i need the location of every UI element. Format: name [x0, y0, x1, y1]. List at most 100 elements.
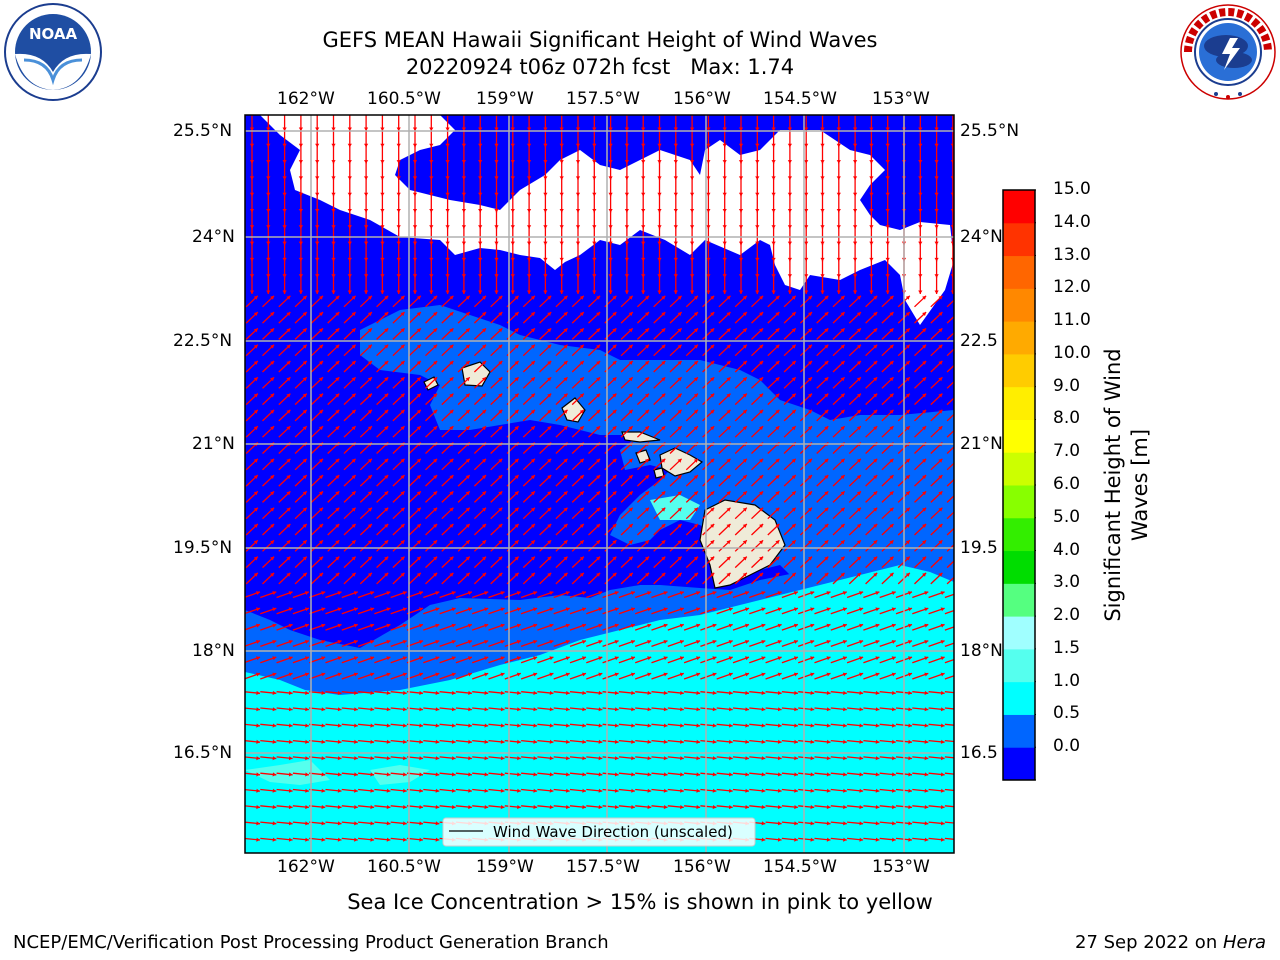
wave-direction-arrowhead	[256, 607, 260, 612]
wave-direction-arrowhead	[321, 672, 326, 677]
wave-direction-arrowhead	[889, 491, 894, 496]
wave-direction-arrowhead	[530, 328, 535, 333]
wave-direction-arrowhead	[319, 524, 323, 528]
wave-direction-arrowhead	[517, 739, 521, 744]
wave-direction-arrowhead	[843, 772, 847, 777]
wave-direction-arrowhead	[794, 756, 798, 761]
wave-direction-arrowhead	[433, 426, 438, 431]
wave-direction-arrow	[946, 299, 954, 308]
wave-direction-arrowhead	[875, 690, 880, 695]
wave-direction-arrowhead	[918, 143, 923, 148]
wave-direction-arrowhead	[288, 690, 293, 695]
wave-direction-arrowhead	[321, 623, 326, 628]
wave-direction-arrowhead	[335, 475, 340, 479]
wave-direction-arrowhead	[804, 241, 809, 246]
wave-direction-arrowhead	[726, 458, 731, 463]
wave-direction-arrowhead	[738, 225, 744, 229]
wave-direction-arrowhead	[663, 707, 668, 712]
wave-direction-arrowhead	[843, 707, 847, 712]
wave-direction-arrowhead	[726, 491, 731, 496]
wave-direction-arrowhead	[759, 312, 764, 316]
wave-direction-arrowhead	[337, 656, 342, 661]
colorbar-tick-label: 13.0	[1053, 244, 1091, 265]
wave-direction-arrowhead	[726, 361, 731, 365]
wave-direction-arrowhead	[465, 312, 470, 316]
wave-direction-arrowhead	[745, 656, 749, 661]
wave-direction-arrowhead	[777, 756, 782, 761]
wave-direction-arrowhead	[445, 274, 450, 278]
wave-direction-arrow	[944, 739, 954, 743]
wave-direction-arrowhead	[396, 274, 401, 278]
island-oahu	[561, 397, 586, 423]
wave-direction-arrowhead	[924, 805, 929, 810]
wave-direction-arrowhead	[693, 507, 698, 512]
wave-direction-arrowhead	[380, 176, 385, 180]
wave-direction-arrowhead	[549, 772, 554, 777]
wave-direction-arrowhead	[940, 821, 945, 826]
wave-direction-arrowhead	[856, 361, 861, 365]
wave-direction-arrowhead	[612, 524, 617, 528]
wave-direction-arrowhead	[804, 160, 809, 164]
wave-direction-arrowhead	[924, 837, 929, 842]
wave-direction-arrowhead	[419, 591, 423, 595]
wave-direction-arrowhead	[793, 656, 798, 661]
wave-direction-arrowhead	[321, 805, 326, 810]
wave-direction-arrowhead	[517, 805, 521, 810]
wave-direction-arrowhead	[347, 143, 352, 148]
colorbar-tick-label: 8.0	[1053, 408, 1081, 429]
wave-direction-arrowhead	[351, 426, 356, 431]
wave-direction-arrowhead	[435, 739, 440, 744]
wave-direction-arrowhead	[337, 723, 342, 728]
wave-direction-arrowhead	[885, 176, 890, 180]
wave-direction-arrowhead	[351, 524, 356, 528]
wave-direction-arrowhead	[596, 312, 601, 316]
wave-direction-arrowhead	[853, 143, 858, 148]
wave-direction-arrowhead	[253, 540, 258, 545]
wave-direction-arrowhead	[400, 524, 405, 528]
wave-direction-arrowhead	[722, 257, 727, 262]
wave-direction-arrowhead	[563, 377, 568, 382]
wave-direction-arrowhead	[875, 772, 880, 777]
wave-direction-arrowhead	[869, 274, 874, 278]
wave-direction-arrowhead	[908, 656, 912, 661]
wave-direction-arrowhead	[791, 572, 796, 577]
colorbar-segment	[1003, 190, 1035, 224]
wave-direction-arrowhead	[693, 475, 698, 479]
wave-direction-arrowhead	[710, 409, 715, 414]
wave-direction-arrowhead	[482, 524, 486, 528]
wave-direction-arrowhead	[840, 556, 845, 561]
wave-direction-arrowhead	[517, 690, 521, 695]
wave-direction-arrowhead	[824, 344, 829, 349]
wave-direction-arrowhead	[885, 143, 890, 148]
wave-direction-arrow	[944, 788, 954, 792]
wave-direction-arrowhead	[467, 640, 472, 644]
wave-direction-arrowhead	[370, 772, 375, 777]
wave-direction-arrowhead	[367, 377, 372, 382]
wave-direction-arrowhead	[494, 290, 499, 294]
wave-direction-arrowhead	[759, 295, 764, 300]
wave-direction-arrowhead	[449, 540, 454, 545]
wave-direction-arrowhead	[478, 192, 483, 197]
wave-direction-arrowhead	[396, 225, 401, 229]
wave-direction-arrowhead	[575, 209, 581, 213]
wave-direction-arrowhead	[380, 241, 385, 246]
wave-direction-arrowhead	[628, 312, 633, 316]
wave-direction-arrowhead	[364, 225, 369, 229]
wave-direction-arrowhead	[908, 772, 912, 777]
wave-direction-arrowhead	[592, 257, 597, 262]
wave-direction-arrowhead	[253, 393, 258, 398]
wave-direction-arrowhead	[484, 723, 489, 728]
wave-direction-arrowhead	[791, 295, 796, 300]
wave-direction-arrowhead	[630, 607, 635, 612]
wave-direction-arrowhead	[592, 127, 597, 131]
wave-direction-arrowhead	[889, 458, 894, 463]
wave-direction-arrowhead	[673, 160, 678, 164]
wave-direction-arrowhead	[494, 274, 499, 278]
wave-direction-arrowhead	[461, 176, 466, 180]
wave-direction-arrowhead	[706, 225, 711, 229]
wave-direction-arrowhead	[500, 623, 505, 628]
wave-direction-arrowhead	[612, 295, 617, 300]
wave-direction-arrowhead	[559, 127, 564, 131]
wave-direction-arrowhead	[429, 209, 434, 213]
wave-direction-arrowhead	[771, 274, 776, 278]
